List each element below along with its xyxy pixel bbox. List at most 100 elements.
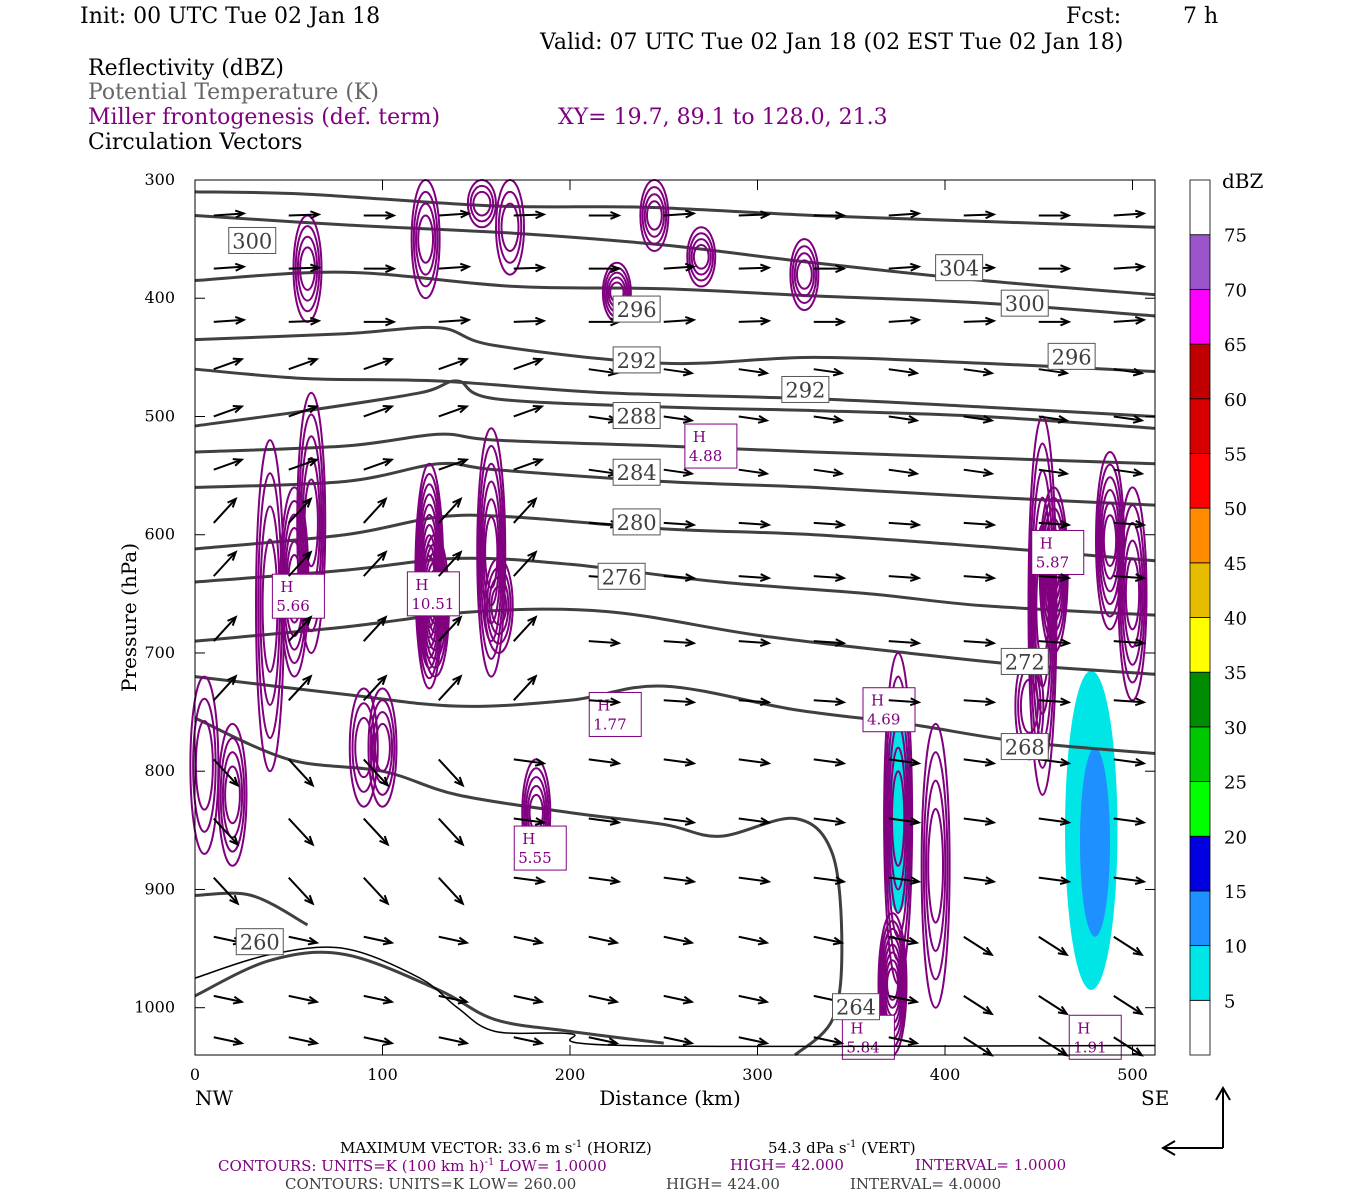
circulation-vector: [588, 758, 619, 765]
circulation-vector: [888, 415, 917, 422]
vector-arrowhead: [909, 817, 922, 826]
vector-arrowhead: [229, 776, 240, 788]
vector-arrowhead: [534, 210, 547, 220]
y-tick-label: 500: [144, 406, 175, 425]
circulation-vector: [363, 551, 387, 577]
vector-arrowhead: [832, 936, 845, 946]
circulation-vector: [663, 817, 694, 824]
vector-arrowhead: [534, 263, 547, 273]
circulation-vector: [813, 876, 844, 883]
y-tick-label: 900: [144, 879, 175, 898]
circulation-vector: [813, 468, 842, 475]
vector-arrowhead: [834, 876, 847, 885]
vector-arrowhead: [684, 573, 697, 583]
circulation-vector: [663, 415, 692, 422]
vector-arrowhead: [684, 757, 697, 767]
vector-arrowhead: [759, 316, 772, 326]
vector-arrowhead: [759, 817, 772, 826]
circulation-vector: [663, 1036, 692, 1045]
vector-arrowhead: [835, 211, 847, 220]
colorbar-swatch: [1189, 671, 1211, 728]
circulation-vector: [1113, 995, 1143, 1015]
circulation-vector: [1113, 415, 1142, 422]
circulation-vector: [513, 319, 544, 323]
vector-arrowhead: [1134, 209, 1147, 219]
circulation-vector: [588, 817, 619, 824]
vector-arrowhead: [832, 468, 845, 477]
frontogenesis-contour: [791, 245, 818, 304]
circulation-vector: [1113, 521, 1144, 526]
vector-arrowhead: [684, 876, 697, 885]
contours2-interval: INTERVAL= 4.0000: [850, 1175, 1002, 1193]
vector-arrowhead: [1059, 519, 1072, 529]
circulation-vector: [813, 415, 842, 422]
fronto-max-label: H: [693, 428, 706, 446]
valid-time: Valid: 07 UTC Tue 02 Jan 18 (02 EST Tue …: [540, 30, 1124, 55]
circulation-vector: [1038, 468, 1067, 475]
vector-arrowhead: [759, 638, 772, 648]
vector-arrowhead: [379, 776, 390, 788]
vector-arrowhead: [532, 936, 545, 946]
fronto-max-value: 10.51: [411, 595, 454, 613]
vector-arrowhead: [982, 946, 994, 957]
circulation-vector: [363, 758, 389, 787]
circulation-vector: [288, 758, 314, 787]
vector-arrowhead: [304, 894, 315, 906]
theta-label-box: [597, 562, 646, 590]
circulation-vector: [1113, 318, 1144, 323]
vector-arrowhead: [1057, 367, 1070, 377]
circulation-vector: [813, 521, 844, 526]
circulation-vector: [288, 935, 317, 944]
circulation-vector: [288, 876, 314, 905]
vector-arrowhead: [309, 316, 322, 326]
theta-label-box: [1000, 289, 1049, 317]
fronto-max-box: [1031, 529, 1085, 575]
circulation-vector: [663, 876, 694, 883]
theta-contour: [194, 432, 1156, 466]
theta-label: 292: [785, 378, 825, 402]
colorbar-swatch: [1189, 179, 1211, 236]
vector-arrowhead: [302, 615, 313, 626]
vector-arrowhead: [452, 615, 463, 626]
vector-arrowhead: [1057, 1005, 1069, 1016]
vector-arrowhead: [1132, 414, 1145, 424]
circulation-vector: [213, 212, 244, 217]
vector-arrowhead: [302, 497, 313, 508]
circulation-vector: [213, 1036, 242, 1045]
vector-arrowhead: [1134, 573, 1147, 583]
frontogenesis-contour: [927, 808, 945, 924]
circulation-vector: [1113, 876, 1144, 883]
frontogenesis-contour: [884, 959, 901, 1009]
plot-frame: [194, 179, 1156, 1056]
circulation-vector: [663, 699, 694, 704]
circulation-vector: [438, 935, 467, 944]
vector-arrowhead: [307, 458, 320, 467]
circulation-vector: [888, 521, 919, 526]
vector-arrowhead: [684, 817, 697, 826]
contours1-interval: INTERVAL= 1.0000: [915, 1156, 1067, 1174]
vector-arrowhead: [532, 357, 545, 367]
forecast-label: Fcst:: [1066, 4, 1122, 29]
fronto-max-value: 5.55: [518, 849, 551, 867]
circulation-vector: [513, 817, 544, 824]
circulation-vector: [813, 575, 844, 580]
fronto-max-label: H: [280, 578, 293, 596]
frontogenesis-contour: [348, 687, 379, 808]
vector-arrowhead: [982, 414, 995, 424]
direction-arrows-icon: [1161, 1086, 1231, 1156]
x-tick-label: 300: [742, 1065, 773, 1084]
circulation-vector: [963, 758, 994, 765]
vector-arrowhead: [534, 876, 547, 885]
circulation-vector: [363, 616, 387, 642]
vector-arrowhead: [759, 697, 772, 707]
frontogenesis-contour: [1101, 501, 1119, 580]
frontogenesis-contour: [417, 214, 435, 264]
vector-arrowhead: [532, 404, 545, 414]
contours1-sup: -1: [484, 1157, 495, 1168]
vector-arrowhead: [834, 757, 847, 767]
frontogenesis-contour: [479, 462, 504, 643]
colorbar-swatch: [1189, 781, 1211, 837]
vector-arrowhead: [757, 468, 770, 477]
frontogenesis-contour: [303, 478, 319, 568]
circulation-vector: [1038, 640, 1069, 645]
